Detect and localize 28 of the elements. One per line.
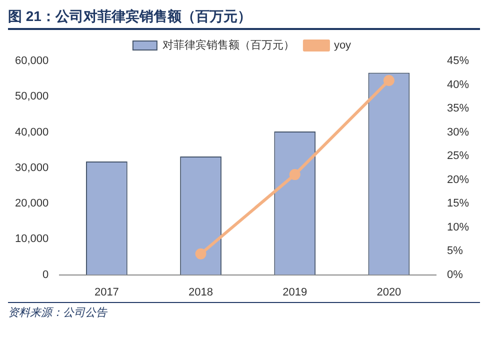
text: 资料来源：公司公告 <box>8 302 480 320</box>
point <box>195 248 206 260</box>
y-tick-label: 30,000 <box>14 162 49 174</box>
x-tick-label: 2019 <box>282 286 308 298</box>
y-tick-label: 10,000 <box>14 233 49 246</box>
point <box>289 169 300 180</box>
y2-tick-label: 45% <box>446 55 470 68</box>
y2-tick-label: 30% <box>446 126 470 138</box>
y2-tick-label: 35% <box>446 102 470 115</box>
point <box>383 74 394 86</box>
x-tick-label: 2020 <box>376 286 402 298</box>
legend-label: yoy <box>334 40 352 52</box>
y-tick-label: 50,000 <box>14 90 49 103</box>
y2-tick-label: 15% <box>446 198 470 210</box>
legend-label: 对菲律宾销售额（百万元） <box>162 38 294 52</box>
y2-tick-label: 20% <box>446 174 470 186</box>
chart-title: 图 21：公司对菲律宾销售额（百万元） <box>8 8 480 30</box>
y2-tick-label: 40% <box>446 78 470 91</box>
y-tick-label: 20,000 <box>14 198 49 210</box>
y-tick-label: 60,000 <box>14 55 49 68</box>
y-tick-label: 40,000 <box>14 126 49 138</box>
y2-tick-label: 10% <box>446 221 470 234</box>
y2-tick-label: 25% <box>446 150 470 162</box>
x-tick-label: 2018 <box>188 286 214 298</box>
y2-tick-label: 5% <box>446 245 464 258</box>
y-tick-label: 0 <box>42 268 49 281</box>
x-tick-label: 2017 <box>94 286 119 298</box>
y2-tick-label: 0% <box>446 268 464 281</box>
